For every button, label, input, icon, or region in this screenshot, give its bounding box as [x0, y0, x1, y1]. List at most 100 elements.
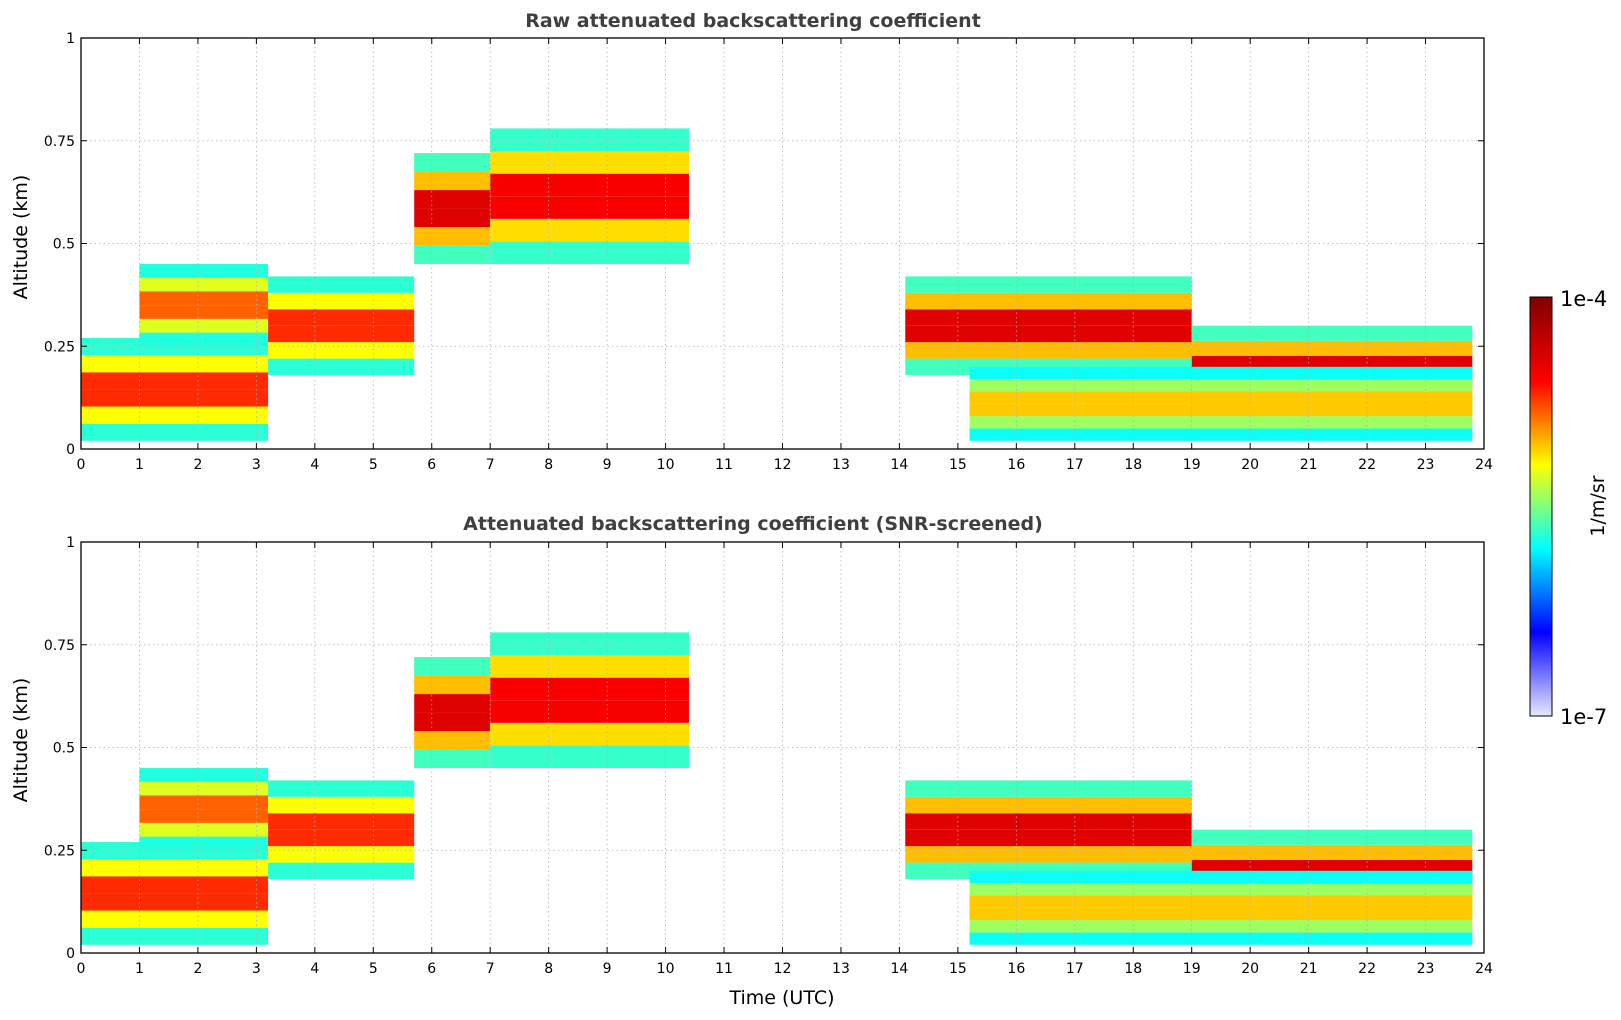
heatmap-cell	[905, 846, 1192, 863]
top-panel-ticks: 0 1 2 3 4 5 6 7 8 9 10 11 12 13 14 15 16 17 18 19 20 21 22 23 24…	[44, 31, 1493, 473]
x-tick-label: 15	[949, 457, 967, 473]
y-tick-label: 0	[66, 946, 75, 962]
x-tick-label: 9	[603, 457, 612, 473]
x-tick-label: 11	[715, 961, 733, 977]
heatmap-cell	[414, 712, 491, 732]
bottom-panel-ylabel: Altitude (km)	[10, 678, 32, 803]
x-tick-label: 16	[1007, 457, 1025, 473]
heatmap-cell	[490, 218, 689, 242]
x-tick-label: 24	[1475, 961, 1493, 977]
x-tick-label: 3	[252, 457, 261, 473]
x-tick-label: 8	[544, 961, 553, 977]
heatmap-cell	[490, 632, 689, 656]
x-tick-label: 11	[715, 457, 733, 473]
x-tick-label: 18	[1124, 457, 1142, 473]
y-tick-label: 0.75	[44, 134, 75, 150]
colorbar-min-label: 1e-7	[1560, 705, 1607, 729]
heatmap-cell	[414, 227, 491, 246]
heatmap-cell	[969, 403, 1473, 417]
heatmap-cell	[905, 325, 1192, 343]
heatmap-cell	[414, 749, 491, 769]
x-tick-label: 23	[1417, 961, 1435, 977]
heatmap-cell	[268, 342, 415, 359]
x-tick-label: 10	[657, 457, 675, 473]
x-tick-label: 9	[603, 961, 612, 977]
x-tick-label: 22	[1358, 961, 1376, 977]
top-panel-heatmap	[81, 128, 1473, 441]
heatmap-cell	[268, 292, 415, 310]
heatmap-cell	[969, 366, 1473, 380]
x-tick-label: 14	[891, 457, 909, 473]
x-tick-label: 20	[1241, 961, 1259, 977]
heatmap-cell	[139, 795, 269, 810]
x-tick-label: 7	[486, 457, 495, 473]
x-tick-label: 24	[1475, 457, 1493, 473]
y-tick-label: 0.5	[53, 741, 75, 757]
bottom-panel-ticks: 0 1 2 3 4 5 6 7 8 9 10 11 12 13 14 15 16 17 18 19 20 21 22 23 24…	[44, 535, 1493, 977]
heatmap-cell	[490, 677, 689, 701]
heatmap-cell	[81, 423, 269, 441]
heatmap-cell	[1191, 325, 1473, 341]
top-panel-ylabel: Altitude (km)	[10, 175, 32, 300]
colorbar-unit-label: 1/m/sr	[1587, 475, 1609, 536]
colorbar: 1e-4 1e-7 1/m/sr	[1529, 287, 1609, 729]
heatmap-cell	[490, 655, 689, 678]
heatmap-cell	[969, 391, 1473, 404]
heatmap-cell	[969, 895, 1473, 908]
heatmap-cell	[414, 153, 491, 172]
heatmap-cell	[905, 276, 1192, 293]
x-tick-label: 6	[427, 457, 436, 473]
heatmap-cell	[414, 694, 491, 713]
heatmap-cell	[81, 355, 269, 373]
heatmap-cell	[139, 318, 269, 333]
heatmap-cell	[969, 870, 1473, 884]
heatmap-cell	[81, 372, 269, 390]
heatmap-cell	[490, 128, 689, 152]
heatmap-cell	[81, 389, 269, 407]
heatmap-cell	[139, 781, 269, 796]
x-tick-label: 5	[369, 457, 378, 473]
x-axis-label: Time (UTC)	[728, 987, 834, 1009]
x-tick-label: 17	[1066, 961, 1084, 977]
heatmap-cell	[81, 927, 269, 945]
x-tick-label: 1	[135, 961, 144, 977]
heatmap-cell	[969, 920, 1473, 933]
heatmap-cell	[905, 292, 1192, 310]
heatmap-cell	[490, 700, 689, 723]
bottom-panel-title: Attenuated backscattering coefficient (S…	[463, 513, 1043, 535]
heatmap-cell	[268, 813, 415, 830]
heatmap-cell	[139, 768, 269, 782]
heatmap-cell	[490, 151, 689, 174]
heatmap-cell	[81, 876, 269, 894]
heatmap-cell	[268, 862, 415, 880]
colorbar-max-label: 1e-4	[1560, 287, 1607, 311]
heatmap-cell	[414, 245, 491, 265]
heatmap-cell	[414, 675, 491, 695]
x-tick-label: 23	[1417, 457, 1435, 473]
heatmap-cell	[414, 731, 491, 750]
heatmap-cell	[969, 883, 1473, 896]
heatmap-cell	[81, 910, 269, 928]
x-tick-label: 14	[891, 961, 909, 977]
x-tick-label: 4	[310, 961, 319, 977]
x-tick-label: 12	[774, 457, 792, 473]
heatmap-cell	[490, 196, 689, 219]
heatmap-cell	[139, 822, 269, 837]
x-tick-label: 15	[949, 961, 967, 977]
colorbar-scale	[1529, 296, 1553, 717]
heatmap-cell	[268, 829, 415, 847]
x-tick-label: 19	[1183, 457, 1201, 473]
y-tick-label: 1	[66, 535, 75, 551]
heatmap-cell	[268, 796, 415, 814]
x-tick-label: 5	[369, 961, 378, 977]
x-tick-label: 0	[77, 961, 86, 977]
heatmap-cell	[1191, 340, 1473, 356]
heatmap-cell	[1191, 829, 1473, 845]
x-tick-label: 0	[77, 457, 86, 473]
x-tick-label: 20	[1241, 457, 1259, 473]
heatmap-cell	[490, 173, 689, 197]
x-tick-label: 17	[1066, 457, 1084, 473]
x-tick-label: 2	[193, 961, 202, 977]
heatmap-cell	[81, 893, 269, 911]
